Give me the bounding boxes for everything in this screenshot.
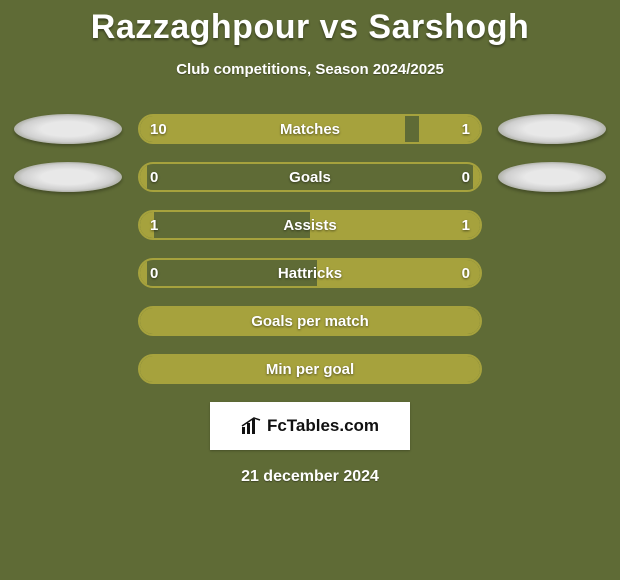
page-title: Razzaghpour vs Sarshogh [0, 0, 620, 47]
stat-row: 0 Hattricks 0 [0, 258, 620, 288]
page-subtitle: Club competitions, Season 2024/2025 [0, 61, 620, 78]
stat-bar: 0 Hattricks 0 [138, 258, 482, 288]
stat-label: Min per goal [138, 354, 482, 384]
logo-text: FcTables.com [267, 416, 379, 436]
player-right-ellipse [498, 162, 606, 192]
stats-rows: 10 Matches 1 0 Goals 0 1 Assists 1 [0, 114, 620, 384]
stat-right-value [458, 354, 482, 384]
stat-row: Min per goal [0, 354, 620, 384]
player-right-ellipse [498, 114, 606, 144]
stat-label: Assists [138, 210, 482, 240]
stat-bar: Goals per match [138, 306, 482, 336]
stat-label: Hattricks [138, 258, 482, 288]
stat-bar: 0 Goals 0 [138, 162, 482, 192]
stat-row: Goals per match [0, 306, 620, 336]
stat-label: Goals per match [138, 306, 482, 336]
stat-row: 1 Assists 1 [0, 210, 620, 240]
stat-right-value: 1 [450, 114, 482, 144]
player-left-ellipse [14, 162, 122, 192]
stat-bar: 10 Matches 1 [138, 114, 482, 144]
bar-chart-icon [241, 417, 261, 435]
footer-date: 21 december 2024 [0, 468, 620, 486]
player-left-ellipse [14, 114, 122, 144]
logo-badge: FcTables.com [210, 402, 410, 450]
stat-right-value [458, 306, 482, 336]
stat-right-value: 0 [450, 258, 482, 288]
stat-row: 0 Goals 0 [0, 162, 620, 192]
stat-label: Matches [138, 114, 482, 144]
stat-label: Goals [138, 162, 482, 192]
stat-row: 10 Matches 1 [0, 114, 620, 144]
stat-right-value: 0 [450, 162, 482, 192]
stat-right-value: 1 [450, 210, 482, 240]
stat-bar: Min per goal [138, 354, 482, 384]
stat-bar: 1 Assists 1 [138, 210, 482, 240]
